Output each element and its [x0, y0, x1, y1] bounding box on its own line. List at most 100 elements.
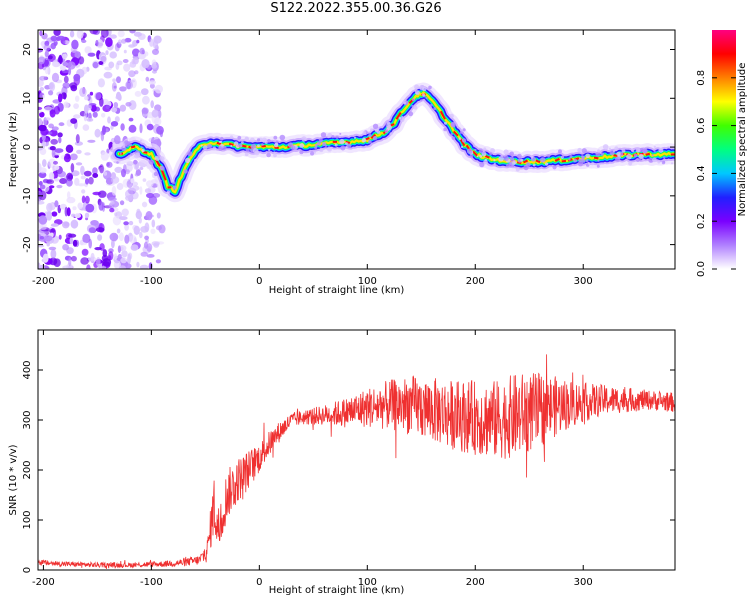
ridge-scatter: [301, 136, 307, 142]
ridge-scatter: [663, 160, 666, 163]
noise-blob: [48, 123, 54, 129]
ridge-scatter: [320, 132, 327, 138]
noise-blob: [38, 191, 43, 198]
ridge-scatter: [153, 171, 159, 177]
noise-blob: [108, 61, 115, 69]
spectrogram-x-tick-label: -200: [32, 276, 55, 287]
snr-panel: -200 -100 0 100 200 300 0 100 200 300 400 Height …: [8, 329, 676, 596]
noise-blob: [121, 208, 129, 217]
ridge-scatter: [569, 155, 573, 158]
noise-blob: [58, 93, 63, 103]
ridge-scatter: [234, 141, 239, 146]
noise-blob: [94, 128, 101, 138]
ridge-scatter: [490, 148, 496, 154]
noise-blob: [67, 174, 73, 180]
ridge-scatter: [503, 149, 509, 155]
noise-blob: [94, 247, 102, 251]
noise-blob: [114, 212, 118, 217]
ridge-scatter: [299, 143, 305, 148]
ridge-scatter: [267, 139, 271, 143]
noise-blob: [136, 39, 140, 44]
colorbar-tick-label: 0.6: [696, 118, 707, 134]
ridge-scatter: [206, 143, 213, 149]
noise-blob: [105, 105, 111, 110]
ridge-scatter: [212, 146, 217, 151]
noise-blob: [77, 202, 83, 210]
noise-blob: [111, 107, 118, 113]
ridge-scatter: [433, 107, 437, 111]
noise-blob: [78, 56, 85, 65]
noise-blob: [44, 50, 49, 58]
noise-blob: [81, 248, 89, 256]
ridge-scatter: [588, 162, 591, 165]
noise-blob: [148, 80, 156, 85]
noise-blob: [66, 247, 74, 255]
spectrogram-y-tick-label: 20: [22, 43, 33, 56]
ridge-scatter: [219, 140, 223, 143]
noise-blob: [73, 73, 81, 82]
snr-y-tick-label: 200: [22, 460, 33, 479]
noise-blob: [133, 159, 138, 165]
noise-blob: [69, 237, 74, 245]
ridge-scatter: [339, 138, 345, 145]
ridge-scatter: [244, 152, 249, 157]
ridge-scatter: [663, 156, 666, 159]
ridge-scatter: [479, 162, 485, 168]
ridge-scatter: [257, 144, 260, 148]
noise-blob: [106, 161, 113, 168]
noise-blob: [154, 104, 162, 112]
noise-blob: [118, 265, 126, 269]
noise-blob: [100, 55, 107, 63]
noise-blob: [103, 71, 113, 79]
noise-blob: [139, 264, 149, 269]
noise-blob: [109, 207, 115, 213]
noise-blob: [109, 51, 117, 59]
spectrogram-x-tick-label: 0: [256, 276, 262, 287]
ridge-scatter: [275, 140, 279, 143]
noise-blob: [141, 107, 149, 115]
ridge-scatter: [398, 116, 402, 120]
ridge-scatter: [229, 135, 234, 139]
noise-blob: [141, 88, 149, 96]
spectrogram-y-axis-label: Frequency (Hz): [8, 112, 19, 188]
noise-blob: [46, 202, 53, 212]
ridge-scatter: [613, 150, 616, 153]
noise-blob: [83, 170, 92, 177]
noise-blob: [68, 233, 77, 238]
noise-blob: [145, 211, 153, 221]
noise-blob: [144, 235, 150, 240]
snr-y-tick-label: 100: [22, 510, 33, 529]
noise-blob: [124, 234, 130, 244]
noise-blob: [149, 83, 155, 89]
noise-blob: [42, 159, 47, 168]
ridge-scatter: [411, 104, 414, 108]
noise-blob: [50, 42, 56, 50]
noise-region: [38, 30, 166, 269]
noise-blob: [98, 201, 104, 211]
ridge-scatter: [222, 145, 227, 151]
noise-blob: [152, 193, 161, 198]
noise-blob: [38, 215, 48, 225]
ridge-scatter: [493, 159, 496, 162]
noise-blob: [144, 222, 150, 233]
ridge-scatter: [268, 148, 271, 152]
noise-blob: [39, 111, 45, 118]
ridge-scatter: [299, 150, 304, 155]
ridge-scatter: [287, 142, 294, 148]
noise-blob: [140, 251, 148, 257]
ridge-scatter: [121, 145, 127, 152]
noise-blob: [46, 179, 55, 185]
noise-blob: [75, 134, 80, 144]
noise-blob: [122, 59, 129, 63]
noise-blob: [39, 184, 46, 190]
ridge-scatter: [218, 145, 222, 149]
snr-line: [38, 354, 675, 569]
noise-blob: [41, 140, 46, 150]
ridge-scatter: [331, 135, 335, 139]
noise-blob: [84, 152, 91, 156]
ridge-scatter: [578, 158, 583, 163]
noise-blob: [82, 233, 91, 244]
noise-blob: [69, 30, 75, 38]
noise-blob: [58, 136, 62, 144]
ridge-scatter: [140, 146, 143, 149]
